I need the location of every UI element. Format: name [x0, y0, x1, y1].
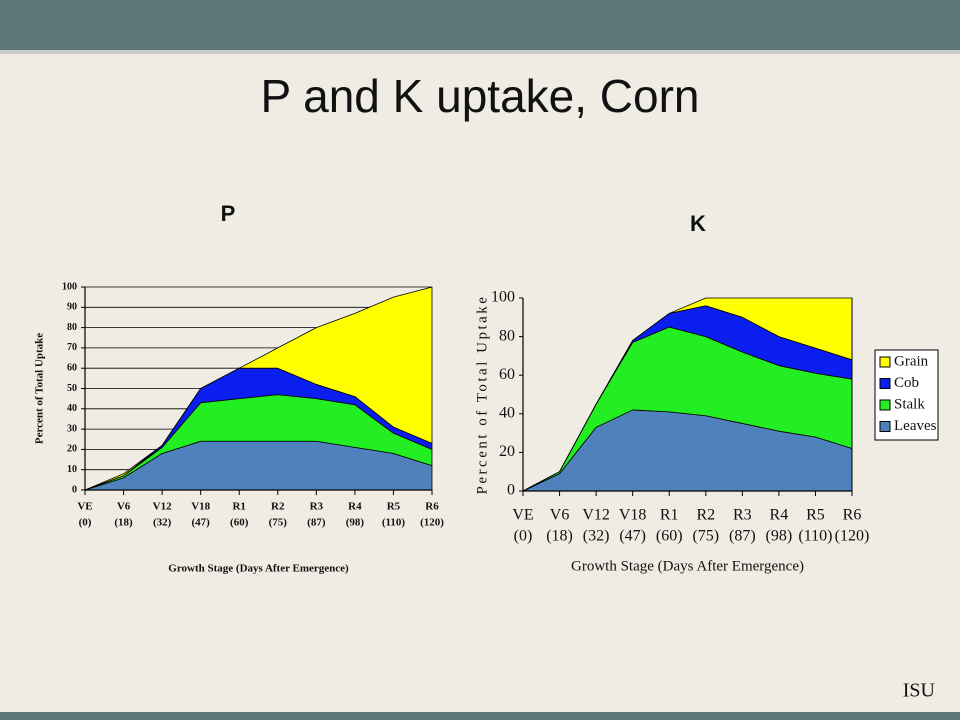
y-tick-label: 0 — [507, 482, 515, 499]
y-tick-label: 100 — [491, 289, 515, 306]
x-tick-label: R5 — [387, 501, 401, 513]
x-tick-sublabel: (75) — [269, 517, 288, 529]
x-tick-label: V12 — [582, 507, 610, 524]
x-tick-sublabel: (18) — [546, 528, 573, 545]
legend-swatch — [879, 378, 891, 389]
x-axis-label: Growth Stage (Days After Emergence) — [571, 558, 804, 574]
y-tick-label: 40 — [67, 403, 77, 414]
y-axis-label: Percent of Total Uptake — [474, 295, 490, 495]
x-tick-label: R3 — [310, 501, 324, 513]
x-tick-sublabel: (60) — [656, 528, 683, 545]
legend-label: Leaves — [894, 418, 937, 434]
x-tick-sublabel: (32) — [153, 517, 172, 529]
y-tick-label: 90 — [67, 302, 77, 313]
x-tick-label: VE — [77, 501, 92, 513]
header-rule — [0, 50, 960, 54]
legend-label: Stalk — [894, 396, 925, 412]
x-tick-sublabel: (75) — [692, 528, 719, 545]
legend-swatch — [879, 421, 891, 432]
y-tick-label: 40 — [499, 404, 515, 421]
x-tick-label: V6 — [550, 507, 570, 524]
x-tick-label: R4 — [770, 507, 789, 524]
footer-text: ISU — [903, 680, 936, 702]
legend-label: Cob — [894, 375, 919, 391]
y-tick-label: 20 — [499, 443, 515, 460]
x-tick-label: V6 — [117, 501, 131, 513]
legend-swatch — [879, 399, 891, 411]
x-tick-label: V12 — [153, 501, 172, 513]
x-tick-sublabel: (18) — [114, 517, 133, 529]
x-tick-label: R5 — [806, 507, 825, 524]
legend-label: Grain — [894, 353, 929, 369]
x-tick-label: R2 — [271, 501, 285, 513]
y-tick-label: 80 — [499, 327, 515, 344]
x-tick-sublabel: (87) — [307, 517, 326, 529]
x-tick-label: R3 — [733, 507, 752, 524]
y-tick-label: 80 — [67, 322, 77, 333]
x-tick-sublabel: (60) — [230, 517, 249, 529]
x-tick-sublabel: (87) — [729, 528, 756, 545]
x-tick-sublabel: (120) — [835, 528, 870, 545]
chart-title: P — [221, 201, 236, 226]
y-tick-label: 100 — [62, 281, 77, 292]
x-tick-sublabel: (98) — [346, 517, 365, 529]
x-tick-sublabel: (0) — [514, 528, 533, 545]
y-tick-label: 50 — [67, 383, 77, 394]
footer-band — [0, 712, 960, 720]
x-tick-label: R1 — [660, 507, 679, 524]
x-tick-sublabel: (0) — [79, 517, 92, 529]
x-tick-label: R6 — [425, 501, 439, 513]
y-tick-label: 70 — [67, 342, 77, 353]
x-tick-label: R4 — [348, 501, 362, 513]
slide-title: P and K uptake, Corn — [261, 70, 700, 122]
x-tick-sublabel: (47) — [619, 528, 646, 545]
x-tick-sublabel: (98) — [766, 528, 793, 545]
chart-title: K — [690, 211, 706, 236]
y-tick-label: 60 — [499, 366, 515, 383]
y-tick-label: 20 — [67, 444, 77, 455]
legend-swatch — [879, 356, 891, 368]
x-tick-label: V18 — [191, 501, 210, 513]
x-axis-label: Growth Stage (Days After Emergence) — [168, 563, 349, 575]
y-tick-label: 0 — [72, 484, 77, 495]
area — [84, 286, 433, 491]
y-tick-label: 30 — [67, 423, 77, 434]
x-tick-label: VE — [512, 507, 533, 524]
x-tick-sublabel: (110) — [382, 517, 406, 529]
header-band — [0, 0, 960, 50]
y-tick-label: 10 — [67, 464, 77, 475]
y-tick-label: 60 — [67, 362, 77, 373]
x-tick-label: R6 — [843, 507, 862, 524]
x-tick-label: R1 — [232, 501, 245, 513]
x-tick-sublabel: (120) — [420, 517, 444, 529]
x-tick-sublabel: (110) — [798, 528, 832, 545]
y-axis-label: Percent of Total Uptake — [34, 333, 46, 444]
x-tick-sublabel: (32) — [583, 528, 610, 545]
x-tick-label: V18 — [619, 507, 647, 524]
x-tick-sublabel: (47) — [192, 517, 211, 529]
x-tick-label: R2 — [696, 507, 715, 524]
